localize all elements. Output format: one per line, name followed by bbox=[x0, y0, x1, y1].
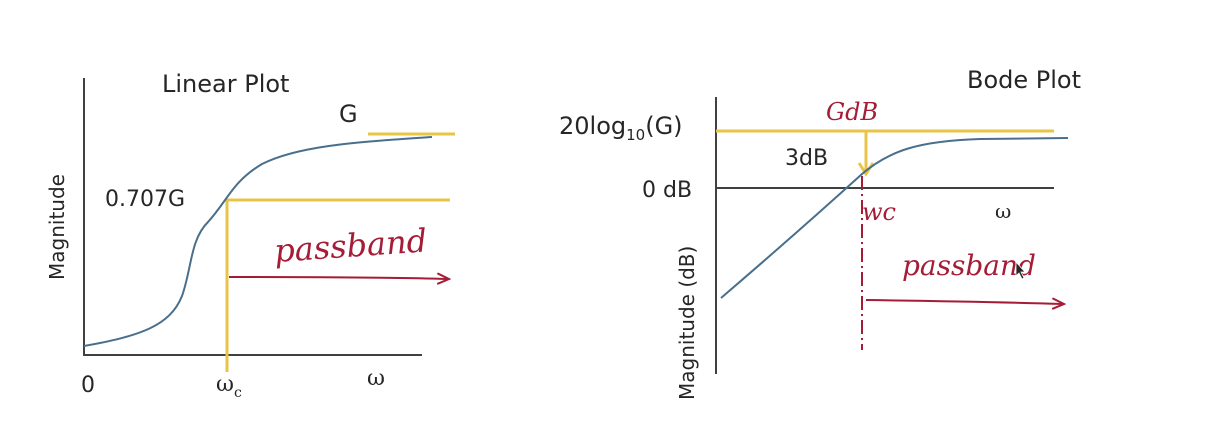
linear-cutoff-freq-label: ωc bbox=[216, 372, 242, 401]
bode-x-axis-symbol: ω bbox=[995, 199, 1011, 223]
bode-response-curve bbox=[720, 137, 1069, 299]
bode-gain-label: 20log10(G) bbox=[559, 112, 683, 144]
bode-cutoff-label: wc bbox=[862, 198, 896, 226]
linear-passband-arrow bbox=[228, 277, 449, 279]
linear-plot-title: Linear Plot bbox=[162, 70, 289, 98]
bode-3db-label: 3dB bbox=[785, 146, 828, 171]
bode-zero-db-label: 0 dB bbox=[642, 178, 692, 203]
mouse-cursor-icon bbox=[1015, 260, 1026, 280]
bode-y-axis-label: Magnitude (dB) bbox=[675, 246, 699, 400]
linear-response-curve bbox=[83, 136, 433, 347]
linear-plot: Linear Plot Magnitude G 0.707G 0 ωc ω pa… bbox=[45, 70, 455, 401]
bode-gdb-label: GdB bbox=[826, 98, 878, 126]
linear-y-axis-label: Magnitude bbox=[45, 174, 69, 280]
linear-passband-label: passband bbox=[273, 221, 428, 270]
bode-plot-title: Bode Plot bbox=[967, 66, 1081, 94]
bode-plot: Bode Plot Magnitude (dB) 20log10(G) GdB … bbox=[559, 66, 1081, 400]
bode-passband-label: passband bbox=[902, 249, 1036, 282]
linear-origin-label: 0 bbox=[81, 373, 95, 398]
bode-passband-arrow bbox=[865, 300, 1064, 304]
linear-x-axis-symbol: ω bbox=[367, 366, 385, 391]
linear-cutoff-level-label: 0.707G bbox=[105, 187, 185, 212]
linear-gain-label: G bbox=[339, 100, 358, 128]
